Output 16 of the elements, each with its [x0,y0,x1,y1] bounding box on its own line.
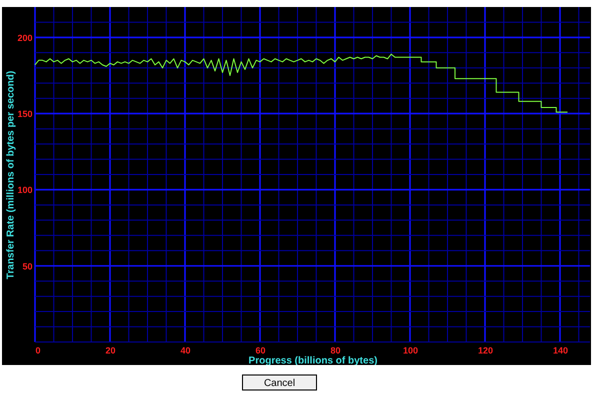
y-tick-label: 50 [22,261,32,272]
y-tick-label: 200 [17,32,32,43]
line-series [34,54,568,113]
x-tick-label: 40 [180,346,191,356]
y-axis-title: Transfer Rate (millions of bytes per second) [6,70,16,280]
x-tick-label: 120 [478,346,494,356]
x-tick-label: 20 [105,346,116,356]
text: Cancel [264,378,296,389]
x-tick-label: 80 [330,346,341,356]
y-tick-label: 100 [17,185,32,196]
x-axis-title: Progress (billions of bytes) [248,356,378,366]
x-tick-label: 100 [402,346,418,356]
x-tick-label: 140 [552,346,568,356]
y-tick-label: 150 [17,109,32,120]
x-tick-label: 0 [36,346,41,356]
x-tick-label: 60 [255,346,266,356]
